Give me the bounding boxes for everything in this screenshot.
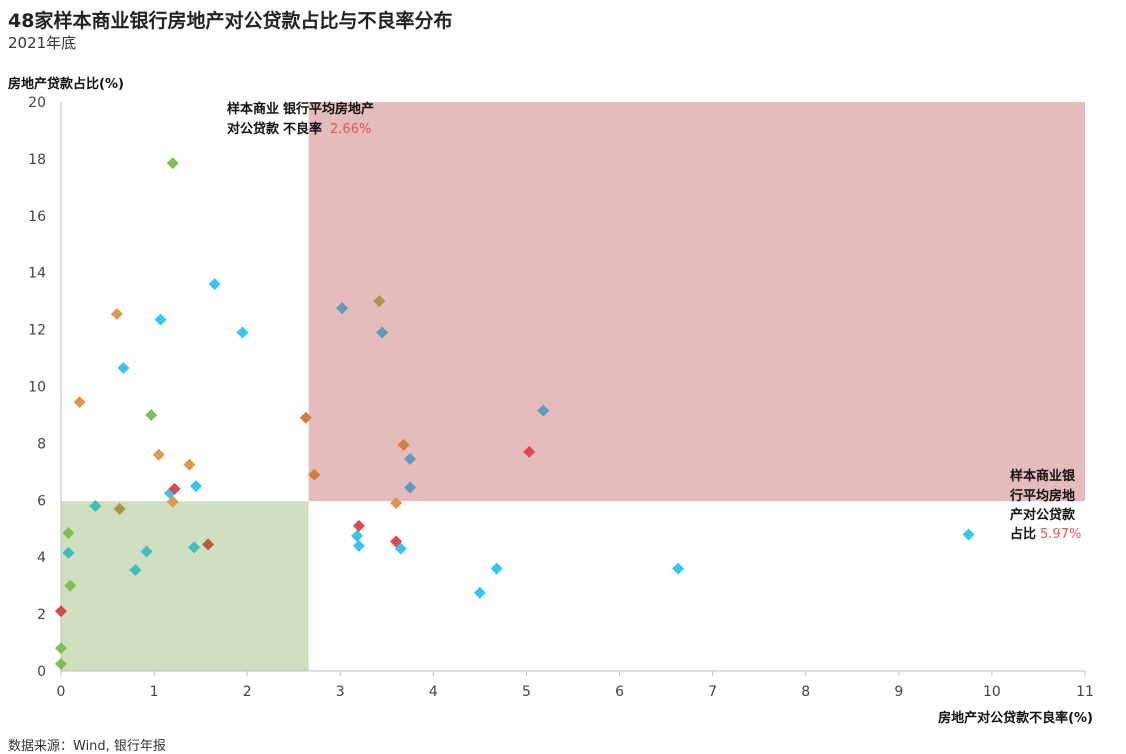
x-tick-label: 5 xyxy=(522,684,531,700)
y-tick-label: 10 xyxy=(28,380,46,396)
y-tick-label: 0 xyxy=(37,664,46,680)
x-tick-label: 3 xyxy=(336,684,345,700)
avg-npl-label: 样本商业 银行平均房地产 xyxy=(227,101,374,117)
x-tick-label: 8 xyxy=(801,684,810,700)
data-point xyxy=(208,278,221,291)
data-point xyxy=(117,362,130,375)
data-point xyxy=(299,411,312,424)
data-point xyxy=(962,528,975,541)
y-tick-label: 6 xyxy=(37,493,46,509)
data-point xyxy=(394,542,407,555)
x-tick-label: 11 xyxy=(1076,684,1094,700)
data-point xyxy=(473,586,486,599)
data-point xyxy=(351,529,364,542)
data-point xyxy=(352,519,365,532)
data-point xyxy=(352,539,365,552)
y-tick-label: 14 xyxy=(28,266,46,282)
data-point xyxy=(189,480,202,493)
y-axis-ticks: 0 2 4 6 8 10 12 14 16 18 20 xyxy=(28,95,46,680)
y-tick-label: 12 xyxy=(28,323,46,339)
data-point xyxy=(672,562,685,575)
data-point xyxy=(152,448,165,461)
data-point xyxy=(390,497,403,510)
data-point xyxy=(188,541,201,554)
data-point xyxy=(236,326,249,339)
chart-subtitle: 2021年底 xyxy=(8,34,77,52)
data-point xyxy=(55,642,67,655)
x-tick-label: 4 xyxy=(429,684,438,700)
data-point xyxy=(308,468,321,481)
avg-share-label: 产对公贷款 xyxy=(1010,507,1076,523)
y-tick-label: 18 xyxy=(28,152,46,168)
data-point xyxy=(183,458,196,471)
y-tick-label: 2 xyxy=(37,607,46,623)
x-tick-label: 1 xyxy=(150,684,159,700)
data-point xyxy=(62,546,75,559)
y-tick-label: 20 xyxy=(28,95,46,111)
data-point xyxy=(55,657,67,670)
data-point xyxy=(523,445,536,458)
data-point xyxy=(373,295,386,308)
data-point xyxy=(145,408,158,421)
data-point xyxy=(336,302,349,315)
chart-title: 48家样本商业银行房地产对公贷款占比与不良率分布 xyxy=(8,10,453,32)
data-point xyxy=(129,564,142,577)
data-point xyxy=(404,453,417,466)
avg-share-label: 样本商业银 xyxy=(1010,468,1076,484)
data-point xyxy=(55,605,67,618)
y-tick-label: 8 xyxy=(37,436,46,452)
data-point xyxy=(490,562,503,575)
x-axis-label: 房地产对公贷款不良率(%) xyxy=(938,710,1093,726)
data-point xyxy=(62,527,75,540)
data-point xyxy=(168,482,181,495)
y-tick-label: 16 xyxy=(28,209,46,225)
data-point xyxy=(166,157,179,170)
quadrant-shading xyxy=(61,102,1085,671)
data-point xyxy=(397,438,410,451)
data-point xyxy=(202,538,215,551)
x-tick-label: 9 xyxy=(894,684,903,700)
source-note: 数据来源：Wind, 银行年报 xyxy=(8,739,166,754)
data-point xyxy=(73,396,86,409)
y-axis-label: 房地产贷款占比(%) xyxy=(8,76,124,92)
y-tick-label: 4 xyxy=(37,550,46,566)
avg-npl-label: 对公贷款 不良率 2.66% xyxy=(227,121,371,137)
data-point xyxy=(376,326,389,339)
data-points xyxy=(55,157,975,670)
data-point xyxy=(89,499,102,512)
x-tick-label: 0 xyxy=(57,684,66,700)
x-tick-label: 2 xyxy=(243,684,252,700)
data-point xyxy=(166,495,179,508)
data-point xyxy=(154,313,167,326)
data-point xyxy=(113,502,126,515)
data-point xyxy=(404,481,417,494)
data-point xyxy=(64,579,77,592)
data-point xyxy=(537,404,550,417)
data-point xyxy=(140,545,153,558)
chart-axes xyxy=(60,102,1085,672)
x-tick-label: 10 xyxy=(983,684,1001,700)
data-point xyxy=(110,307,123,320)
avg-share-label: 占比 5.97% xyxy=(1010,526,1081,542)
x-tick-label: 7 xyxy=(708,684,717,700)
x-tick-label: 6 xyxy=(615,684,624,700)
avg-share-label: 行平均房地 xyxy=(1009,488,1075,504)
high-risk-quadrant xyxy=(308,102,1085,502)
low-risk-quadrant xyxy=(61,501,309,671)
x-axis-ticks: 0 1 2 3 4 5 6 7 8 9 10 11 xyxy=(57,671,1094,700)
